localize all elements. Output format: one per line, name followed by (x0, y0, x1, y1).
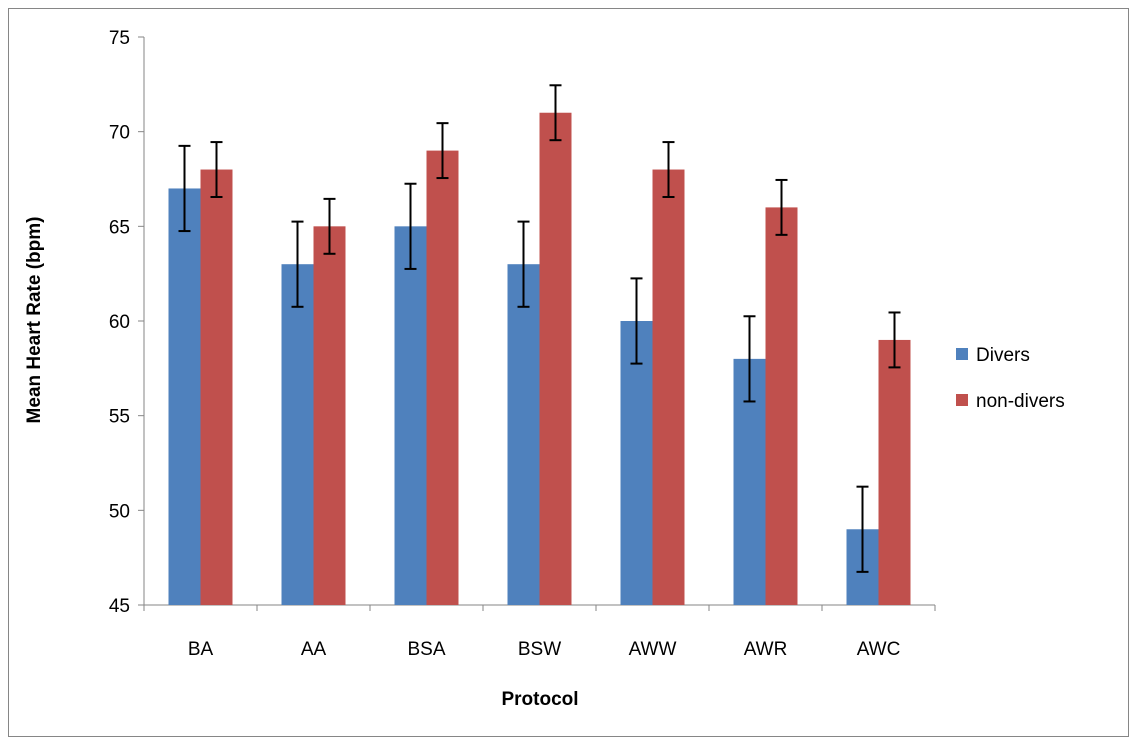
legend-label: non-divers (976, 391, 1065, 412)
y-tick-label: 65 (109, 217, 130, 238)
x-axis: BA AA BSA BSW AWW AWR AWC (143, 604, 936, 660)
legend-label: Divers (976, 345, 1030, 366)
bar-non-divers-bsa (426, 150, 459, 605)
y-tick-label: 60 (109, 312, 130, 333)
y-tick-label: 50 (109, 501, 130, 522)
bars (168, 112, 911, 606)
bar-non-divers-ba (200, 169, 233, 606)
bar-non-divers-awc (878, 339, 911, 605)
bar-non-divers-aww (652, 169, 685, 606)
y-axis: 45 50 55 60 65 70 75 (109, 28, 145, 617)
y-tick-label: 70 (109, 123, 130, 144)
x-tick-label: BSA (407, 639, 445, 660)
bar-non-divers-awr (765, 207, 798, 605)
y-tick-label: 75 (109, 28, 130, 49)
y-tick-label: 45 (109, 596, 130, 617)
x-tick-label: AWR (744, 639, 788, 660)
x-tick-label: AA (301, 639, 327, 660)
legend-swatch (956, 394, 968, 406)
bar-divers-aa (281, 264, 314, 605)
bar-non-divers-bsw (539, 112, 572, 605)
x-tick-label: AWW (629, 639, 677, 660)
y-tick-label: 55 (109, 407, 130, 428)
bar-divers-aww (620, 321, 653, 605)
legend: Divers non-divers (956, 345, 1065, 412)
x-tick-label: BSW (518, 639, 561, 660)
bar-divers-bsa (394, 226, 427, 606)
bar-non-divers-aa (313, 226, 346, 606)
y-axis-title: Mean Heart Rate (bpm) (24, 217, 45, 424)
x-tick-label: BA (188, 639, 214, 660)
legend-swatch (956, 348, 968, 360)
bar-divers-ba (168, 188, 201, 605)
x-axis-title: Protocol (501, 689, 578, 710)
bar-divers-bsw (507, 264, 540, 605)
error-bars (178, 84, 901, 573)
x-tick-label: AWC (857, 639, 901, 660)
